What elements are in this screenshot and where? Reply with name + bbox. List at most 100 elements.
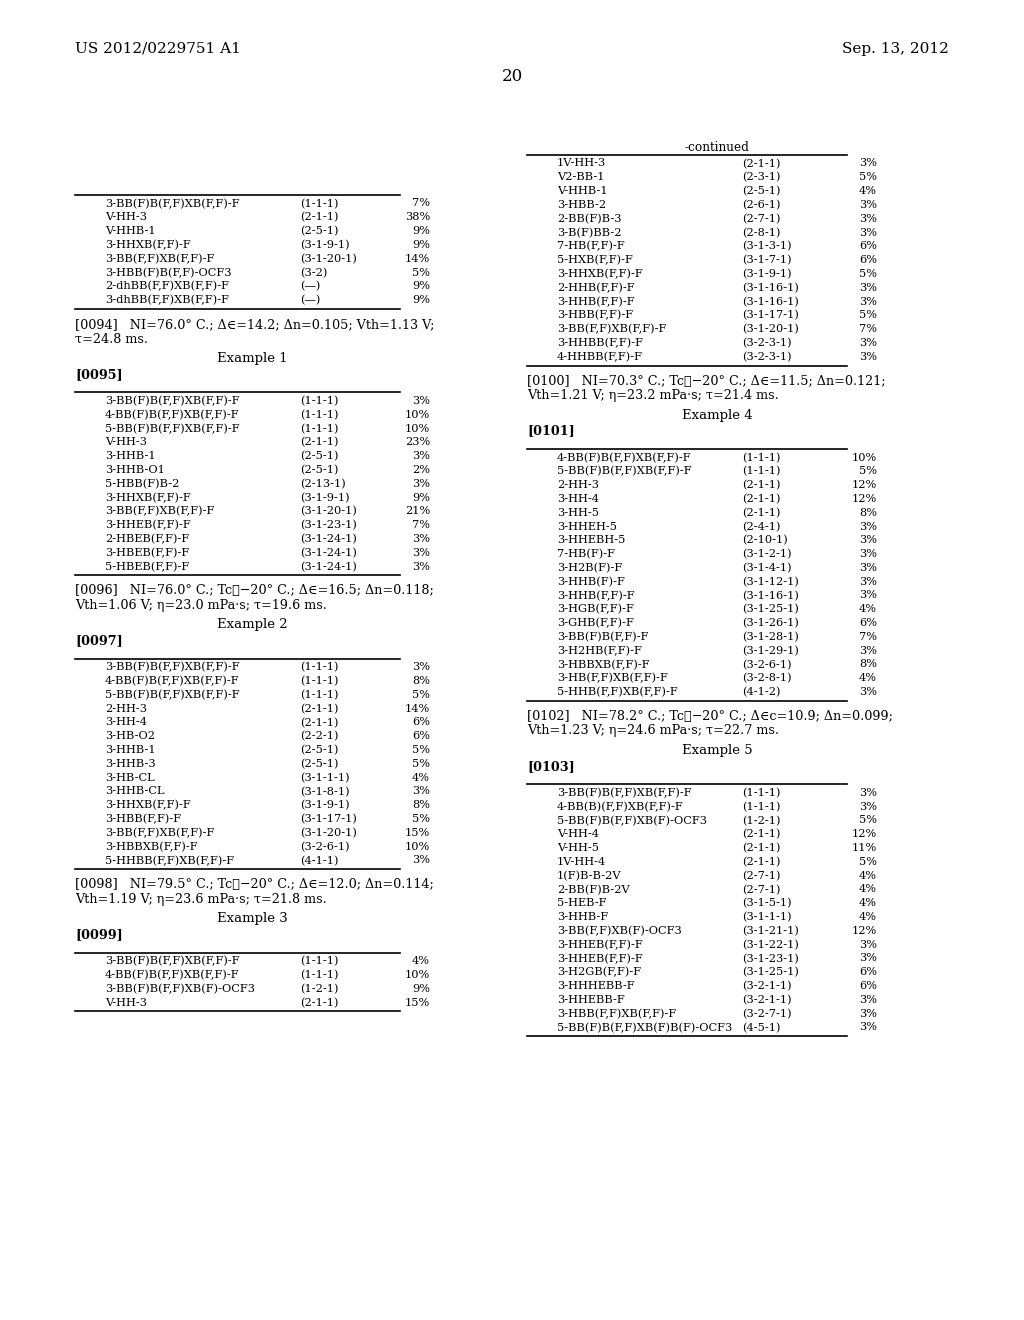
Text: 4%: 4%	[412, 772, 430, 783]
Text: (2-1-1): (2-1-1)	[742, 158, 780, 169]
Text: (3-2-6-1): (3-2-6-1)	[742, 660, 792, 669]
Text: 15%: 15%	[404, 998, 430, 1007]
Text: (2-7-1): (2-7-1)	[742, 871, 780, 880]
Text: 3-HHEB(F,F)-F: 3-HHEB(F,F)-F	[557, 953, 643, 964]
Text: (1-1-1): (1-1-1)	[742, 801, 780, 812]
Text: 12%: 12%	[852, 480, 877, 490]
Text: 3%: 3%	[859, 801, 877, 812]
Text: 38%: 38%	[404, 213, 430, 222]
Text: (3-1-28-1): (3-1-28-1)	[742, 632, 799, 643]
Text: 3%: 3%	[859, 536, 877, 545]
Text: (2-1-1): (2-1-1)	[742, 829, 780, 840]
Text: 5-HBEB(F,F)-F: 5-HBEB(F,F)-F	[105, 561, 189, 572]
Text: Vth=1.21 V; η=23.2 mPa·s; τ=21.4 ms.: Vth=1.21 V; η=23.2 mPa·s; τ=21.4 ms.	[527, 389, 778, 403]
Text: 3-BB(F,F)XB(F,F)-F: 3-BB(F,F)XB(F,F)-F	[105, 507, 214, 516]
Text: 7-HB(F)-F: 7-HB(F)-F	[557, 549, 615, 560]
Text: (2-1-1): (2-1-1)	[300, 213, 339, 223]
Text: (1-1-1): (1-1-1)	[300, 424, 339, 434]
Text: 8%: 8%	[412, 800, 430, 810]
Text: (3-2-3-1): (3-2-3-1)	[742, 351, 792, 362]
Text: 3-HHHEBB-F: 3-HHHEBB-F	[557, 981, 635, 991]
Text: (2-2-1): (2-2-1)	[300, 731, 339, 742]
Text: (2-1-1): (2-1-1)	[742, 857, 780, 867]
Text: (3-2-3-1): (3-2-3-1)	[742, 338, 792, 348]
Text: 5-HBB(F)B-2: 5-HBB(F)B-2	[105, 479, 179, 488]
Text: 4-HHBB(F,F)-F: 4-HHBB(F,F)-F	[557, 351, 643, 362]
Text: (2-1-1): (2-1-1)	[300, 704, 339, 714]
Text: 3-HHBB(F,F)-F: 3-HHBB(F,F)-F	[557, 338, 643, 348]
Text: [0098]   NI=79.5° C.; Tc≦−20° C.; Δ∈=12.0; Δn=0.114;: [0098] NI=79.5° C.; Tc≦−20° C.; Δ∈=12.0;…	[75, 878, 434, 891]
Text: (2-3-1): (2-3-1)	[742, 173, 780, 182]
Text: -continued: -continued	[685, 141, 750, 154]
Text: V-HH-3: V-HH-3	[105, 437, 147, 447]
Text: 5%: 5%	[412, 690, 430, 700]
Text: (2-4-1): (2-4-1)	[742, 521, 780, 532]
Text: [0100]   NI=70.3° C.; Tc≦−20° C.; Δ∈=11.5; Δn=0.121;: [0100] NI=70.3° C.; Tc≦−20° C.; Δ∈=11.5;…	[527, 375, 886, 388]
Text: 4-BB(F)B(F,F)XB(F,F)-F: 4-BB(F)B(F,F)XB(F,F)-F	[105, 676, 240, 686]
Text: (3-1-21-1): (3-1-21-1)	[742, 925, 799, 936]
Text: (3-1-12-1): (3-1-12-1)	[742, 577, 799, 587]
Text: 3-HBEB(F,F)-F: 3-HBEB(F,F)-F	[105, 548, 189, 558]
Text: 6%: 6%	[859, 618, 877, 628]
Text: 3-HHB-1: 3-HHB-1	[105, 451, 156, 461]
Text: 23%: 23%	[404, 437, 430, 447]
Text: 5-HHB(F,F)XB(F,F)-F: 5-HHB(F,F)XB(F,F)-F	[557, 688, 678, 697]
Text: 2-BB(F)B-3: 2-BB(F)B-3	[557, 214, 622, 224]
Text: 3-BB(F,F)XB(F,F)-F: 3-BB(F,F)XB(F,F)-F	[557, 325, 667, 334]
Text: 5%: 5%	[859, 310, 877, 321]
Text: (3-1-16-1): (3-1-16-1)	[742, 282, 799, 293]
Text: (2-5-1): (2-5-1)	[300, 465, 339, 475]
Text: V-HH-3: V-HH-3	[105, 213, 147, 222]
Text: [0095]: [0095]	[75, 368, 123, 381]
Text: (3-1-16-1): (3-1-16-1)	[742, 297, 799, 306]
Text: 3%: 3%	[412, 787, 430, 796]
Text: (1-1-1): (1-1-1)	[300, 198, 339, 209]
Text: (3-1-29-1): (3-1-29-1)	[742, 645, 799, 656]
Text: (3-1-9-1): (3-1-9-1)	[300, 492, 349, 503]
Text: 3%: 3%	[412, 479, 430, 488]
Text: 5-BB(F)B(F,F)XB(F)B(F)-OCF3: 5-BB(F)B(F,F)XB(F)B(F)-OCF3	[557, 1023, 732, 1032]
Text: 3-HHB(F)-F: 3-HHB(F)-F	[557, 577, 625, 587]
Text: 3-HHEB(F,F)-F: 3-HHEB(F,F)-F	[105, 520, 190, 531]
Text: 3-HHEBB-F: 3-HHEBB-F	[557, 995, 625, 1005]
Text: 10%: 10%	[404, 970, 430, 979]
Text: 9%: 9%	[412, 226, 430, 236]
Text: 3-HBB(F,F)XB(F,F)-F: 3-HBB(F,F)XB(F,F)-F	[557, 1008, 676, 1019]
Text: 3-BB(F,F)XB(F)-OCF3: 3-BB(F,F)XB(F)-OCF3	[557, 925, 682, 936]
Text: 3-HH-5: 3-HH-5	[557, 508, 599, 517]
Text: 4%: 4%	[412, 956, 430, 966]
Text: (3-1-2-1): (3-1-2-1)	[742, 549, 792, 560]
Text: 11%: 11%	[852, 843, 877, 853]
Text: 3%: 3%	[859, 1008, 877, 1019]
Text: 3-dhBB(F,F)XB(F,F)-F: 3-dhBB(F,F)XB(F,F)-F	[105, 296, 229, 305]
Text: 3%: 3%	[412, 561, 430, 572]
Text: 3%: 3%	[859, 590, 877, 601]
Text: 3-HH-4: 3-HH-4	[105, 718, 147, 727]
Text: [0101]: [0101]	[527, 425, 574, 437]
Text: 3%: 3%	[859, 1023, 877, 1032]
Text: 3%: 3%	[412, 548, 430, 557]
Text: 3-B(F)BB-2: 3-B(F)BB-2	[557, 227, 622, 238]
Text: (1-1-1): (1-1-1)	[742, 788, 780, 799]
Text: 5%: 5%	[412, 268, 430, 277]
Text: 3-H2HB(F,F)-F: 3-H2HB(F,F)-F	[557, 645, 642, 656]
Text: 10%: 10%	[404, 842, 430, 851]
Text: (1-1-1): (1-1-1)	[300, 396, 339, 407]
Text: 12%: 12%	[852, 925, 877, 936]
Text: 3%: 3%	[859, 282, 877, 293]
Text: 3%: 3%	[859, 577, 877, 586]
Text: 3%: 3%	[859, 688, 877, 697]
Text: 3-HHXB(F,F)-F: 3-HHXB(F,F)-F	[557, 269, 643, 280]
Text: 9%: 9%	[412, 240, 430, 249]
Text: 3-HB-CL: 3-HB-CL	[105, 772, 155, 783]
Text: (—): (—)	[300, 296, 321, 305]
Text: 2%: 2%	[412, 465, 430, 475]
Text: [0094]   NI=76.0° C.; Δ∈=14.2; Δn=0.105; Vth=1.13 V;: [0094] NI=76.0° C.; Δ∈=14.2; Δn=0.105; V…	[75, 318, 434, 331]
Text: 3-HBB(F,F)-F: 3-HBB(F,F)-F	[105, 814, 181, 825]
Text: 10%: 10%	[852, 453, 877, 462]
Text: (3-1-5-1): (3-1-5-1)	[742, 899, 792, 908]
Text: Vth=1.06 V; η=23.0 mPa·s; τ=19.6 ms.: Vth=1.06 V; η=23.0 mPa·s; τ=19.6 ms.	[75, 599, 327, 611]
Text: 3-BB(F)B(F,F)XB(F,F)-F: 3-BB(F)B(F,F)XB(F,F)-F	[557, 788, 691, 799]
Text: 4%: 4%	[859, 871, 877, 880]
Text: 3%: 3%	[859, 549, 877, 560]
